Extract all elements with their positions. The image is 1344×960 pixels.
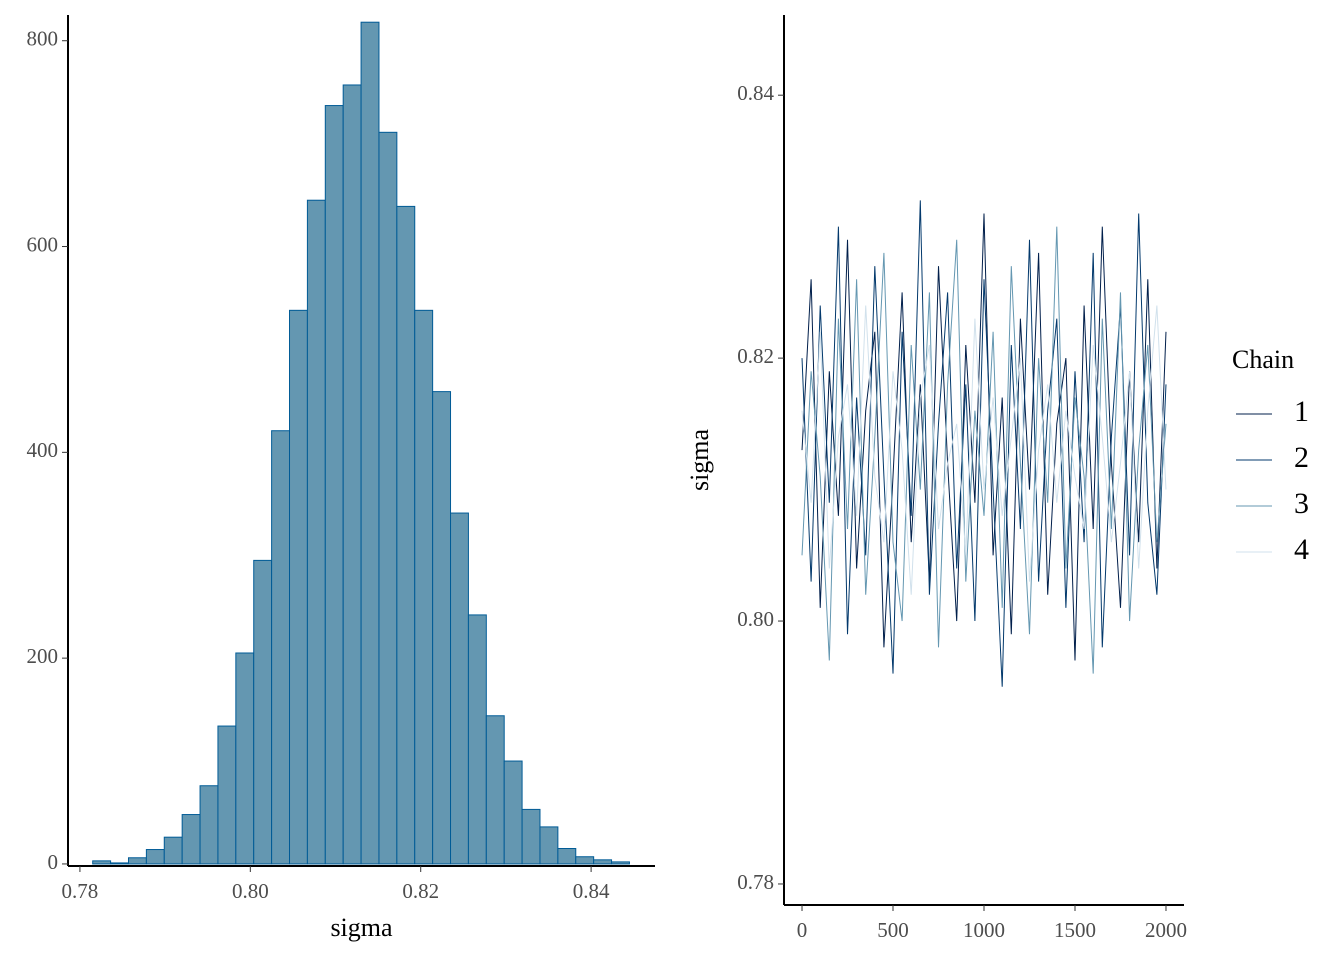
y-tick-label: 0.84: [737, 81, 774, 105]
bar: [485, 715, 505, 865]
x-tick-label: 500: [877, 918, 909, 942]
x-tick-label: 0.84: [573, 879, 610, 903]
bar: [539, 826, 559, 865]
bar: [92, 860, 112, 865]
bar: [163, 836, 183, 865]
bar: [271, 430, 291, 865]
bar: [145, 849, 165, 865]
legend-label: 4: [1294, 533, 1309, 566]
bar: [432, 391, 452, 865]
x-tick-label: 0.80: [232, 879, 269, 903]
legend-label: 1: [1294, 395, 1309, 428]
x-axis-title: sigma: [330, 913, 393, 942]
y-tick-label: 600: [27, 232, 59, 256]
bar: [396, 205, 416, 865]
y-tick-label: 200: [27, 644, 59, 668]
trace-line: [801, 200, 1167, 687]
bar: [378, 131, 398, 865]
y-tick-label: 0.80: [737, 607, 774, 631]
bar: [289, 309, 308, 865]
bar: [467, 614, 487, 865]
trace-line: [801, 305, 1167, 595]
bar: [575, 856, 595, 865]
bar: [521, 808, 541, 865]
x-tick-label: 0.78: [62, 879, 99, 903]
x-tick-label: 1500: [1054, 918, 1096, 942]
bar: [414, 309, 434, 865]
x-tick-label: 1000: [963, 918, 1005, 942]
trace-line: [801, 226, 1167, 674]
bar: [342, 84, 362, 865]
bar: [503, 760, 523, 865]
legend-title: Chain: [1232, 345, 1294, 374]
bar: [360, 21, 380, 865]
trace-line: [801, 213, 1167, 661]
y-tick-label: 400: [27, 438, 59, 462]
bar: [217, 725, 237, 865]
bar: [306, 199, 326, 865]
bar: [324, 105, 344, 865]
bar: [253, 559, 273, 865]
bar: [181, 814, 201, 865]
bar: [110, 862, 129, 865]
bar: [127, 857, 147, 865]
legend-label: 2: [1294, 441, 1309, 474]
y-tick-label: 0.78: [737, 870, 774, 894]
legend-label: 3: [1294, 487, 1309, 520]
x-tick-label: 0.82: [402, 879, 439, 903]
y-tick-label: 800: [27, 27, 59, 51]
x-tick-label: 0: [797, 918, 808, 942]
bar: [557, 848, 577, 865]
bar: [593, 859, 613, 865]
bar: [235, 652, 255, 865]
bar: [199, 785, 219, 865]
bar: [611, 861, 630, 865]
y-tick-label: 0.82: [737, 344, 774, 368]
x-tick-label: 2000: [1145, 918, 1187, 942]
y-axis-title: sigma: [685, 428, 714, 491]
y-tick-label: 0: [48, 850, 59, 874]
bar: [450, 512, 469, 865]
